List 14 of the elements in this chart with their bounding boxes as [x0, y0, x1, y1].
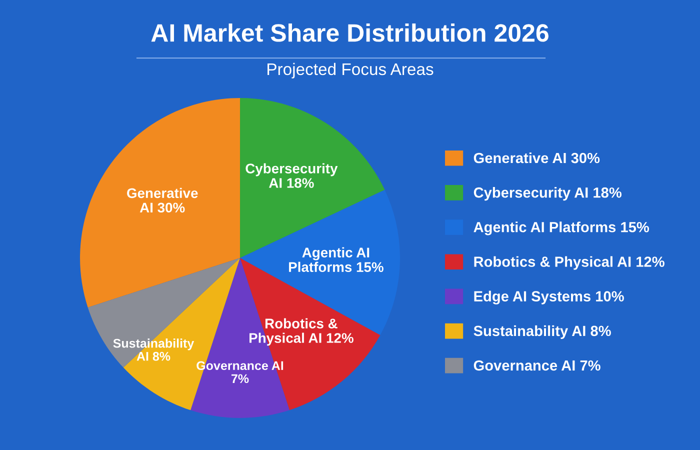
- legend-label: Sustainability AI 8%: [474, 325, 611, 339]
- legend-label: Governance AI 7%: [474, 360, 600, 371]
- legend-label: Robotics & Physical AI 12%: [474, 256, 664, 270]
- chart-title: AI Market Share Distribution 2026: [151, 23, 548, 42]
- legend-label: Generative AI 30%: [474, 152, 600, 164]
- data-label: Cybersecurity AI 18%: [246, 163, 338, 188]
- chart-subtitle: Projected Focus Areas: [268, 62, 434, 78]
- pie-slice: [80, 98, 240, 308]
- legend-label: Agentic AI Platforms 15%: [474, 222, 650, 236]
- data-label: Agentic AI Platforms 15%: [289, 247, 384, 272]
- legend-label: Cybersecurity AI 18%: [474, 187, 622, 201]
- legend-label: Edge AI Systems 10%: [474, 290, 624, 304]
- data-label: Generative AI 30%: [127, 188, 198, 213]
- data-label: Sustainability AI 8%: [113, 338, 194, 361]
